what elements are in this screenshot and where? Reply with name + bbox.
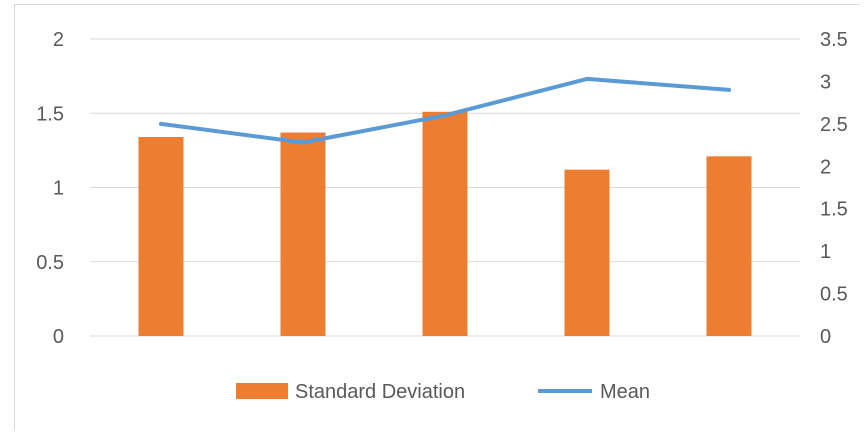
left-axis-tick-label: 0.5 xyxy=(36,252,64,274)
bar-standard-deviation xyxy=(564,169,610,336)
right-axis-tick-label: 3 xyxy=(820,71,831,93)
right-axis-ticks: 0 0.5 1 1.5 2 2.5 3 3.5 xyxy=(820,29,848,348)
right-axis-tick-label: 1.5 xyxy=(820,199,848,221)
legend-swatch-standard-deviation xyxy=(236,383,288,399)
chart-frame xyxy=(14,4,860,430)
point-mean xyxy=(443,113,447,118)
right-axis-tick-label: 2 xyxy=(820,156,831,178)
point-mean xyxy=(727,87,731,92)
left-axis-tick-label: 1.5 xyxy=(36,103,64,125)
bar-series-standard-deviation xyxy=(138,111,752,336)
legend: Standard Deviation Mean xyxy=(236,381,650,403)
bar-standard-deviation xyxy=(280,132,326,336)
left-axis-tick-label: 2 xyxy=(53,29,64,51)
left-axis-tick-label: 0 xyxy=(53,326,64,348)
point-mean xyxy=(585,76,589,81)
right-axis-tick-label: 2.5 xyxy=(820,114,848,136)
right-axis-tick-label: 1 xyxy=(820,241,831,263)
bar-standard-deviation xyxy=(422,111,468,336)
legend-label-standard-deviation: Standard Deviation xyxy=(295,381,465,403)
right-axis-tick-label: 0.5 xyxy=(820,284,848,306)
right-axis-tick-label: 0 xyxy=(820,326,831,348)
line-series-mean xyxy=(159,76,731,145)
right-axis-tick-label: 3.5 xyxy=(820,29,848,51)
bar-standard-deviation xyxy=(706,156,752,336)
bar-standard-deviation xyxy=(138,137,184,336)
left-axis-tick-label: 1 xyxy=(53,178,64,200)
point-mean xyxy=(159,121,163,126)
left-axis-ticks: 0 0.5 1 1.5 2 xyxy=(36,29,64,348)
point-mean xyxy=(301,140,305,145)
legend-label-mean: Mean xyxy=(600,381,650,403)
